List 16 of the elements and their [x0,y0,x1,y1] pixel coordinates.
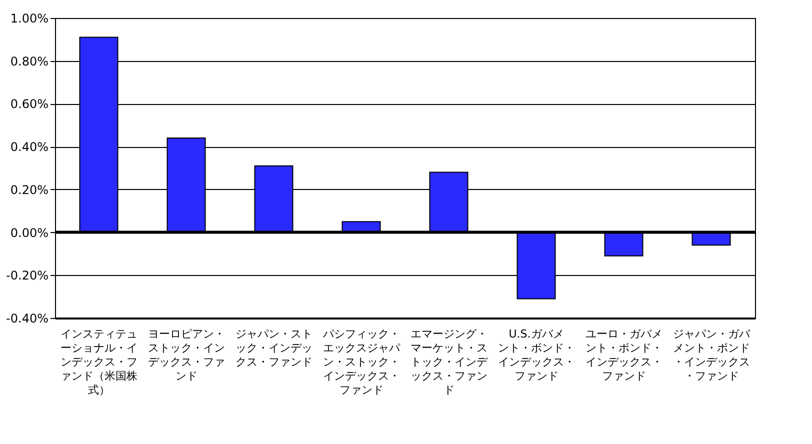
y-tick-label: -0.40% [6,312,48,326]
x-tick-label: ジャパン・ストック・インデックス・ファンド [235,328,312,368]
x-tick-label: ユーロ・ガバメント・ボンド・インデックス・ファンド [585,328,662,382]
y-tick-label: 0.80% [10,54,48,68]
y-tick-label: 0.00% [10,226,48,240]
y-tick-label: 0.20% [10,182,48,197]
x-tick-label: U.S.ガバメント・ボンド・インデックス・ファンド [498,328,575,382]
x-tick-label: ジャパン・ガバメント・ボンド・インデックス・ファンド [672,328,751,382]
x-tick-label: インスティテューショナル・インデックス・ファンド（米国株式） [60,328,138,396]
y-tick-label: -0.20% [6,268,48,283]
y-tick-label: 0.40% [10,140,48,154]
x-tick-label: エマージング・マーケット・ストック・インデックス・ファンド [410,328,488,396]
x-tick-label: パシフィック・エックスジャパン・ストック・インデックス・ファンド [322,328,401,396]
y-tick-label: 0.60% [10,97,48,112]
y-tick-label: 1.00% [10,12,48,26]
x-tick-label: ヨーロピアン・ストック・インデックス・ファンド [148,328,225,382]
